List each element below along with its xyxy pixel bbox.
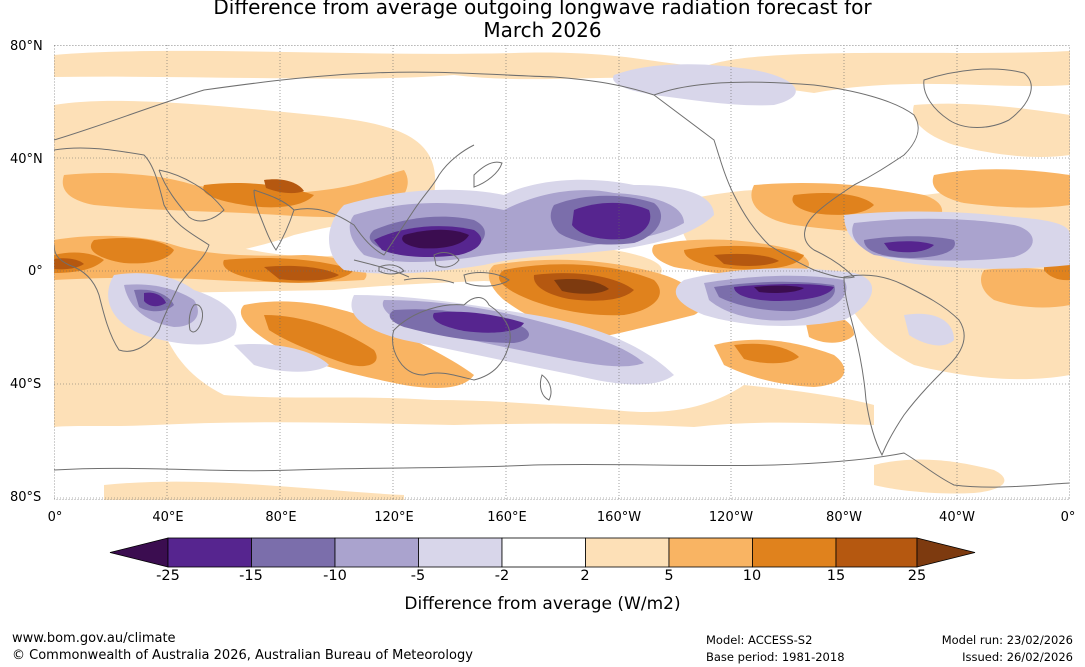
lon-label-0-east: 0° bbox=[1060, 510, 1076, 525]
bom-url: www.bom.gov.au/climate bbox=[12, 631, 176, 646]
graticule bbox=[54, 45, 1070, 500]
colorbar-tick-label: -10 bbox=[323, 568, 347, 584]
colorbar-tick-label: -25 bbox=[156, 568, 180, 584]
coastlines bbox=[54, 68, 1070, 488]
colorbar-segment bbox=[251, 537, 336, 568]
lon-label-40e: 40°E bbox=[152, 510, 184, 525]
negative-anomaly-layer bbox=[108, 64, 1070, 385]
colorbar-segment bbox=[752, 537, 837, 568]
title-line-1: Difference from average outgoing longwav… bbox=[213, 0, 872, 19]
lat-label-40s: 40°S bbox=[10, 377, 42, 392]
colorbar-segment bbox=[835, 537, 918, 568]
colorbar-title: Difference from average (W/m2) bbox=[404, 594, 681, 614]
colorbar-tick-label: 2 bbox=[580, 568, 590, 584]
map-title: Difference from average outgoing longwav… bbox=[0, 0, 1085, 42]
colorbar-lower-triangle bbox=[109, 537, 169, 568]
lon-label-80w: 80°W bbox=[826, 510, 862, 525]
colorbar-segment bbox=[334, 537, 419, 568]
colorbar-tick-label: 15 bbox=[826, 568, 846, 584]
lon-label-0: 0° bbox=[47, 510, 63, 525]
model-name: Model: ACCESS-S2 bbox=[706, 633, 813, 647]
model-run-date: Model run: 23/02/2026 bbox=[941, 633, 1073, 647]
olr-anomaly-map bbox=[54, 45, 1070, 500]
colorbar-segment bbox=[501, 537, 586, 568]
map-frame bbox=[54, 45, 1070, 500]
colorbar-segment bbox=[167, 537, 252, 568]
colorbar-segment bbox=[585, 537, 670, 568]
lat-label-80s: 80°S bbox=[10, 490, 42, 505]
lon-label-160e: 160°E bbox=[487, 510, 527, 525]
lat-label-80n: 80°N bbox=[10, 39, 43, 54]
colorbar-upper-triangle bbox=[916, 537, 976, 568]
colorbar-segment bbox=[418, 537, 503, 568]
colorbar-tick-label: -5 bbox=[410, 568, 426, 584]
lon-label-80e: 80°E bbox=[265, 510, 297, 525]
lon-label-40w: 40°W bbox=[939, 510, 975, 525]
colorbar-tick-label: 10 bbox=[742, 568, 762, 584]
colorbar-segment bbox=[668, 537, 753, 568]
lat-label-40n: 40°N bbox=[10, 152, 43, 167]
colorbar-tick-label: -15 bbox=[239, 568, 263, 584]
colorbar-tick-label: 25 bbox=[907, 568, 927, 584]
lon-label-120e: 120°E bbox=[374, 510, 414, 525]
base-period: Base period: 1981-2018 bbox=[706, 650, 845, 664]
title-line-2: March 2026 bbox=[483, 18, 602, 42]
lat-label-0: 0° bbox=[28, 264, 43, 279]
lon-label-120w: 120°W bbox=[708, 510, 754, 525]
issued-date: Issued: 26/02/2026 bbox=[962, 650, 1073, 664]
colorbar-tick-label: -2 bbox=[494, 568, 510, 584]
colorbar bbox=[109, 537, 976, 568]
copyright: © Commonwealth of Australia 2026, Austra… bbox=[12, 648, 473, 663]
colorbar-tick-label: 5 bbox=[664, 568, 674, 584]
lon-label-160w: 160°W bbox=[596, 510, 642, 525]
